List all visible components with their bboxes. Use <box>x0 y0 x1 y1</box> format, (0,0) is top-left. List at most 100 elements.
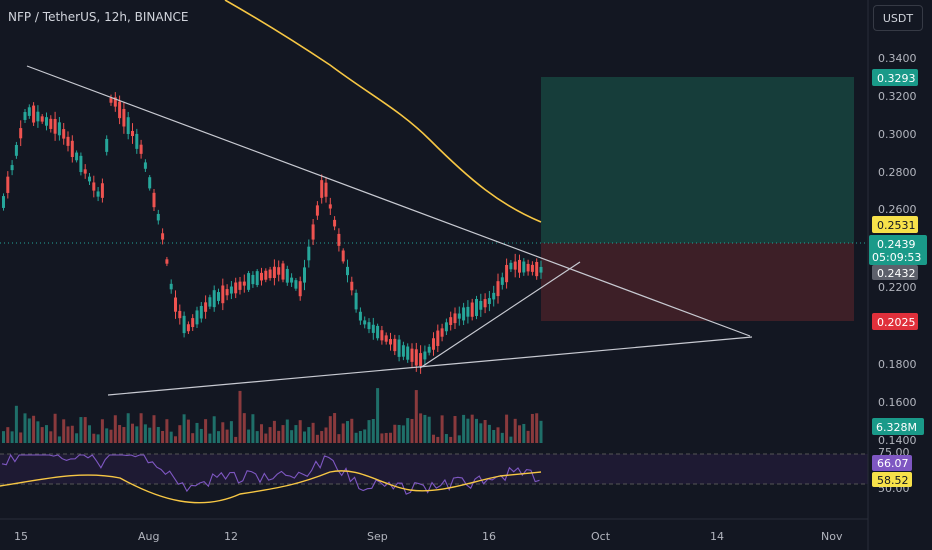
candle <box>303 267 306 283</box>
volume-bar <box>303 431 306 443</box>
candles <box>2 92 543 374</box>
volume-bar <box>242 413 246 443</box>
candle <box>208 297 212 307</box>
candle <box>341 250 345 262</box>
candle <box>427 346 431 353</box>
candle <box>496 281 500 297</box>
volume-bar <box>479 423 483 443</box>
volume-bar <box>6 427 10 443</box>
volume-bar <box>19 432 23 443</box>
volume-bar <box>105 428 109 443</box>
candle <box>281 263 285 280</box>
candle <box>79 155 83 173</box>
time-axis[interactable]: 15 Aug 12 Sep 16 Oct 14 Nov <box>14 530 843 543</box>
volume-bar <box>217 431 220 443</box>
volume-bar <box>324 427 328 443</box>
candle <box>260 272 263 281</box>
candle <box>320 180 324 198</box>
volume-bars <box>2 388 543 443</box>
volume-bar <box>298 420 302 443</box>
volume-bar <box>449 436 453 443</box>
candle <box>143 162 147 169</box>
volume-bar <box>247 429 251 443</box>
candle <box>182 315 186 334</box>
volume-bar <box>79 417 83 443</box>
price-axis[interactable]: 0.3400 0.3200 0.3000 0.2800 0.2600 0.220… <box>878 52 917 447</box>
volume-bar <box>174 436 177 443</box>
candle <box>354 292 358 310</box>
candle <box>384 335 388 342</box>
time-tick: Aug <box>138 530 159 543</box>
candle <box>363 320 367 325</box>
candle <box>376 325 380 339</box>
candle <box>23 112 27 120</box>
candle <box>247 273 251 290</box>
prev-close-badge: 0.2432 <box>872 265 918 280</box>
time-tick: 16 <box>482 530 496 543</box>
volume-bar <box>384 432 388 443</box>
candle <box>113 97 117 107</box>
volume-bar <box>277 430 281 443</box>
volume-bar <box>483 419 487 443</box>
volume-bar <box>186 419 190 443</box>
volume-bar <box>255 431 259 443</box>
candle <box>535 261 539 277</box>
candle <box>229 286 233 294</box>
candle <box>397 339 401 357</box>
volume-bar <box>234 436 238 443</box>
volume-bar <box>423 414 427 443</box>
volume-bar <box>354 432 358 443</box>
volume-bar <box>436 436 440 443</box>
svg-text:0.2432: 0.2432 <box>877 267 916 280</box>
candle <box>66 136 70 146</box>
candle <box>135 133 139 149</box>
volume-bar <box>14 405 18 443</box>
candle <box>539 266 543 273</box>
currency-button[interactable]: USDT <box>873 5 923 31</box>
svg-text:0.3293: 0.3293 <box>877 72 916 85</box>
volume-bar <box>367 420 371 443</box>
target-price-badge: 0.3293 <box>872 69 918 86</box>
time-tick: 14 <box>710 530 724 543</box>
candle <box>530 264 534 272</box>
candle <box>2 196 5 208</box>
volume-bar <box>453 416 457 443</box>
volume-bar <box>88 425 91 443</box>
svg-text:66.07: 66.07 <box>877 457 909 470</box>
candle <box>419 353 423 367</box>
volume-bar <box>444 434 448 443</box>
candle <box>36 111 40 122</box>
candle <box>298 281 302 297</box>
candle <box>487 298 491 304</box>
volume-bar <box>281 425 285 443</box>
volume-bar <box>57 436 61 443</box>
volume-bar <box>165 419 169 443</box>
volume-bar <box>49 431 53 443</box>
volume-bar <box>92 433 96 443</box>
candle <box>500 277 504 285</box>
price-tick: 0.2200 <box>878 281 917 294</box>
candle <box>453 313 457 324</box>
volume-bar <box>526 430 530 443</box>
ma-price-badge: 0.2531 <box>872 216 918 233</box>
candle <box>272 266 276 278</box>
candle <box>96 191 100 197</box>
volume-bar <box>414 390 418 443</box>
volume-bar <box>45 425 48 443</box>
candle <box>522 261 526 273</box>
volume-bar <box>328 416 332 443</box>
volume-bar <box>440 415 444 443</box>
time-tick: Sep <box>367 530 388 543</box>
volume-bar <box>212 416 216 443</box>
last-price-badge: 0.2439 05:09:53 <box>869 235 927 265</box>
candle <box>100 183 104 198</box>
volume-bar <box>221 422 225 443</box>
candle <box>212 290 216 308</box>
volume-bar <box>27 418 31 443</box>
price-tick: 0.1400 <box>878 434 917 447</box>
volume-bar <box>195 422 199 443</box>
candle <box>92 182 96 191</box>
volume-bar <box>466 418 470 443</box>
candle <box>406 346 410 360</box>
